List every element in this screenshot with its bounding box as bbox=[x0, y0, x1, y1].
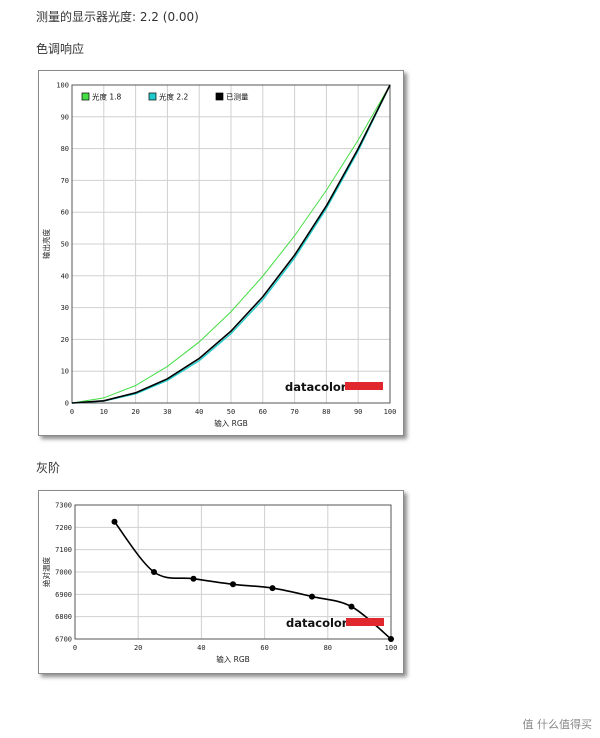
x-tick-label: 70 bbox=[290, 408, 298, 416]
watermark-text: 值 什么值得买 bbox=[522, 718, 593, 731]
data-point bbox=[151, 569, 157, 575]
x-tick-label: 20 bbox=[131, 408, 139, 416]
tone-response-chart: 0 10 20 30 40 50 60 70 80 90 100 0 10 20 30 40 50 60 70 80 9… bbox=[41, 82, 397, 429]
legend-label: 光度 2.2 bbox=[159, 92, 189, 102]
x-axis-label: 输入 RGB bbox=[216, 654, 250, 664]
y-tick-label: 60 bbox=[61, 209, 69, 217]
x-tick-label: 100 bbox=[384, 408, 397, 416]
y-axis-label: 输出亮度 bbox=[41, 229, 51, 259]
grayscale-chart: 0 20 40 60 80 100 6700 6800 6900 7000 7100 7200 7300… bbox=[41, 502, 398, 665]
datacolor-logo-text: datacolor bbox=[285, 380, 347, 394]
data-point bbox=[111, 518, 118, 525]
y-tick-label: 10 bbox=[61, 368, 69, 376]
legend-label: 光度 1.8 bbox=[92, 92, 122, 102]
x-tick-label: 100 bbox=[385, 644, 398, 652]
y-axis-label: 绝对温度 bbox=[41, 557, 51, 587]
legend-label: 已测量 bbox=[226, 93, 249, 102]
tone-response-heading: 色调响应 bbox=[36, 42, 85, 56]
x-tick-label: 0 bbox=[73, 644, 77, 652]
series-line bbox=[71, 84, 391, 404]
y-tick-label: 7100 bbox=[55, 546, 72, 554]
y-tick-label: 6700 bbox=[55, 636, 72, 644]
y-tick-label: 7000 bbox=[55, 569, 72, 577]
data-point bbox=[269, 585, 276, 592]
y-tick-label: 20 bbox=[61, 336, 69, 344]
y-tick-label: 0 bbox=[65, 400, 69, 408]
datacolor-logo-text: datacolor bbox=[286, 616, 348, 630]
y-tick-label: 90 bbox=[61, 113, 69, 121]
x-tick-label: 80 bbox=[324, 644, 332, 652]
data-point bbox=[348, 603, 355, 610]
data-point bbox=[388, 636, 394, 642]
x-tick-label: 10 bbox=[100, 408, 108, 416]
y-tick-label: 50 bbox=[61, 241, 69, 249]
data-point bbox=[190, 575, 197, 582]
y-tick-label: 80 bbox=[61, 145, 69, 153]
legend-swatch bbox=[215, 92, 224, 101]
x-tick-label: 90 bbox=[354, 408, 362, 416]
y-tick-label: 7200 bbox=[55, 524, 72, 532]
plot-frame bbox=[71, 84, 391, 404]
x-tick-label: 60 bbox=[260, 644, 268, 652]
data-point bbox=[230, 581, 236, 588]
data-point bbox=[309, 593, 315, 600]
tone-response-chart-panel: 0 10 20 30 40 50 60 70 80 90 100 0 10 20 30 40 50 60 70 80 9… bbox=[38, 70, 404, 436]
plot-frame bbox=[74, 504, 392, 640]
x-axis-label: 输入 RGB bbox=[214, 418, 248, 428]
measured-gamma-text: 测量的显示器光度: 2.2 (0.00) bbox=[36, 10, 199, 24]
y-tick-label: 100 bbox=[56, 82, 69, 90]
x-tick-label: 50 bbox=[227, 408, 235, 416]
x-tick-label: 60 bbox=[259, 408, 267, 416]
grayscale-chart-panel: 0 20 40 60 80 100 6700 6800 6900 7000 7100 7200 7300… bbox=[38, 490, 404, 674]
x-tick-label: 30 bbox=[163, 408, 171, 416]
x-tick-label: 20 bbox=[134, 644, 142, 652]
legend-swatch bbox=[148, 92, 157, 101]
y-tick-label: 7300 bbox=[55, 502, 72, 510]
y-tick-label: 70 bbox=[61, 177, 69, 185]
x-tick-label: 80 bbox=[322, 408, 330, 416]
x-tick-label: 40 bbox=[195, 408, 203, 416]
y-tick-label: 6800 bbox=[55, 613, 72, 621]
y-tick-label: 40 bbox=[61, 272, 69, 280]
legend-swatch bbox=[81, 92, 90, 101]
x-tick-label: 0 bbox=[70, 408, 74, 416]
datacolor-logo-bar bbox=[345, 382, 383, 390]
series-line bbox=[71, 84, 391, 404]
y-tick-label: 30 bbox=[61, 304, 69, 312]
x-tick-label: 40 bbox=[197, 644, 205, 652]
grayscale-heading: 灰阶 bbox=[36, 461, 61, 475]
datacolor-logo-bar bbox=[346, 618, 384, 626]
y-tick-label: 6900 bbox=[55, 591, 72, 599]
